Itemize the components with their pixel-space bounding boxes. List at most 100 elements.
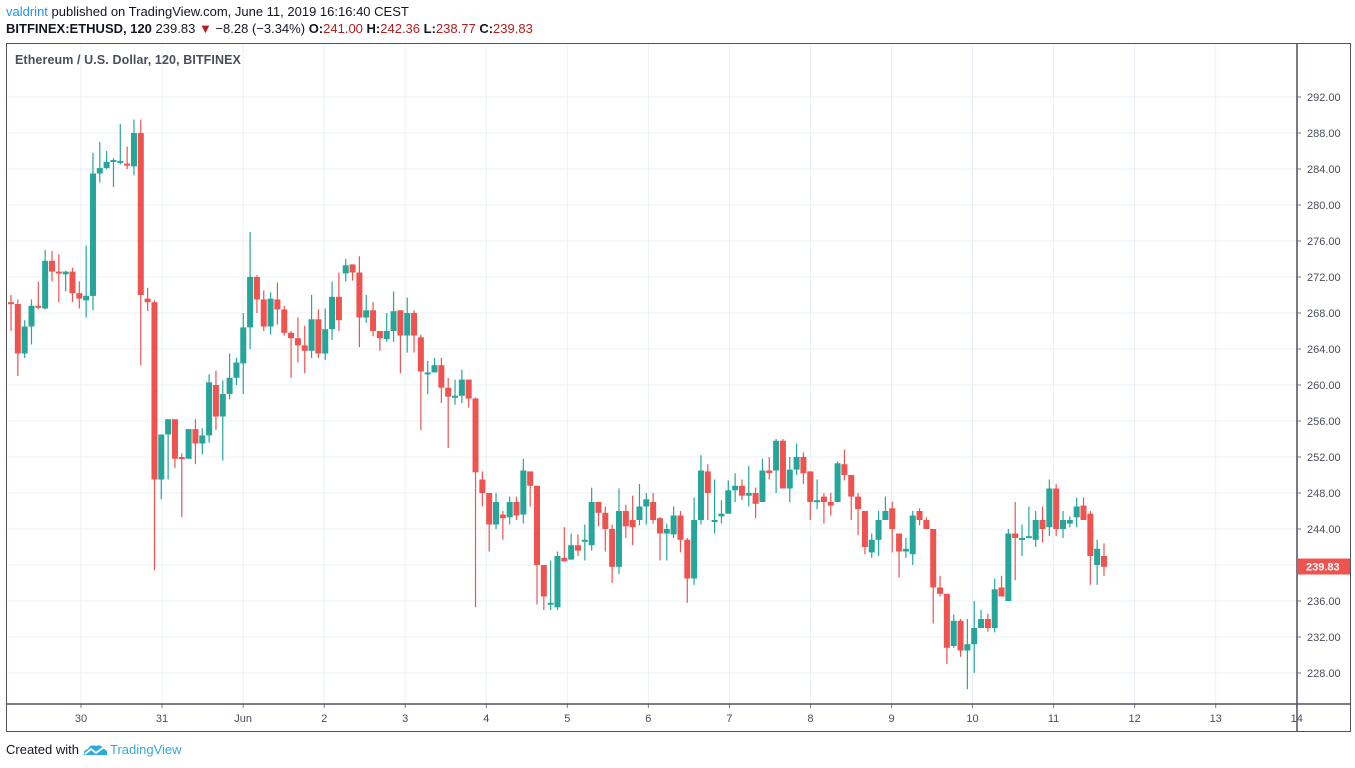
time-axis-label: 13 [1210,713,1222,725]
price-axis-label: 256.00 [1307,416,1341,428]
candle [1019,524,1026,556]
candle [390,291,397,342]
candle [595,502,602,527]
price-axis-label: 288.00 [1307,128,1341,140]
candle [602,506,609,552]
tradingview-brand-link[interactable]: TradingView [82,742,182,757]
time-axis-label: 12 [1129,713,1141,725]
candle [144,287,151,312]
price-axis-label: 244.00 [1307,524,1341,536]
candle [909,511,916,565]
candle [185,429,192,459]
candle [158,434,165,500]
svg-text:239.83: 239.83 [1306,562,1340,574]
candle [738,479,745,501]
candle [622,504,629,538]
candle [465,379,472,408]
candle [438,358,445,403]
candle [356,256,363,348]
time-axis-label: 5 [564,713,570,725]
last-price-marker: 239.83 [1298,558,1350,575]
last-price: 239.83 [155,21,196,36]
candle [103,151,110,169]
candle [315,309,322,358]
candle [718,500,725,524]
candle [151,300,158,571]
close-label: C: [479,21,494,36]
candle [130,119,137,176]
candle [48,250,55,282]
candle [547,560,554,610]
time-axis-label: 10 [966,713,978,725]
candle [247,232,254,349]
candle [520,458,527,524]
candle [1087,511,1094,585]
high-label: H: [366,21,381,36]
candle [855,493,862,536]
candle [697,455,704,525]
candle [773,439,780,493]
candle [212,370,219,430]
candle [800,452,807,484]
candle [28,299,35,345]
candle [458,369,465,403]
candle [725,480,732,514]
candle [875,511,882,556]
candle [656,517,663,561]
candle [1039,506,1046,543]
candle [643,493,650,525]
candle [534,485,541,605]
candle [21,320,28,358]
candle [192,419,199,465]
candle [902,538,909,558]
price-axis-label: 292.00 [1307,92,1341,104]
symbol-label: BITFINEX:ETHUSD, 120 [6,21,152,36]
candle [950,614,957,648]
candle [479,471,486,507]
candle [329,281,336,340]
candle [281,305,288,336]
price-axis-label: 284.00 [1307,164,1341,176]
symbol-info-bar: BITFINEX:ETHUSD, 120 239.83 ▼ −8.28 (−3.… [6,21,533,37]
candle [404,297,411,353]
candle [1032,511,1039,547]
price-axis-label: 268.00 [1307,308,1341,320]
candle [62,270,69,292]
candle [540,565,547,610]
candle [206,374,213,443]
candle [96,142,103,183]
author-link[interactable]: valdrint [6,4,48,19]
candle [814,479,821,510]
candle [376,331,383,351]
candle [233,358,240,385]
candle [998,575,1005,597]
candle [1046,479,1053,537]
candle [1053,484,1060,537]
candle [499,511,506,540]
candle [260,290,267,331]
candle [472,397,479,608]
price-axis-label: 276.00 [1307,236,1341,248]
footer: Created with TradingView [6,742,182,757]
time-axis-label: 9 [888,713,894,725]
price-axis-label: 260.00 [1307,380,1341,392]
candle [766,457,773,480]
candle [588,487,595,551]
time-axis-label: 11 [1048,713,1059,725]
candle [581,524,588,561]
close-value: 239.83 [493,21,533,36]
candle [117,124,124,165]
publish-info: valdrint published on TradingView.com, J… [6,4,409,20]
candle [308,295,315,358]
candle [452,379,459,405]
candle [568,533,575,560]
candle [991,578,998,633]
time-axis-label: 4 [483,713,489,725]
candle [779,439,786,489]
candle [971,601,978,673]
candle [370,302,377,337]
candle [670,506,677,538]
published-text: published on TradingView.com, June 11, 2… [51,4,409,19]
candle [411,310,418,353]
